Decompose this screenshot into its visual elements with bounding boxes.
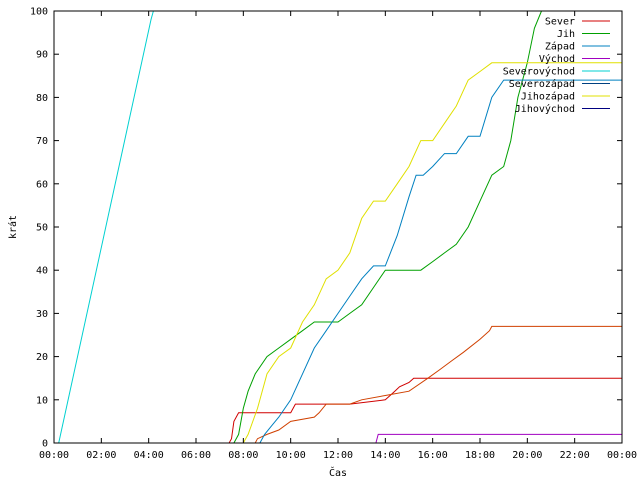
legend-label: Sever [545,17,575,28]
y-tick-label: 0 [42,439,48,450]
x-tick-label: 08:00 [228,450,258,461]
series-line-sever [54,325,622,444]
legend-label: Západ [545,41,575,53]
legend-label: Jihovýchod [515,103,575,115]
x-tick-label: 00:00 [39,450,69,461]
x-tick-label: 02:00 [86,450,116,461]
x-tick-label: 04:00 [134,450,164,461]
x-tick-label: 22:00 [560,450,590,461]
x-tick-label: 16:00 [418,450,448,461]
x-tick-label: 20:00 [512,450,542,461]
y-tick-label: 90 [36,50,48,61]
y-tick-label: 60 [36,179,48,190]
legend: SeverJihZápadVýchodSeverovýchodSeverozáp… [503,17,610,115]
legend-label: Severozápad [509,78,575,90]
axis-ticks: 00:00 02:00 04:00 06:00 08:00 10:00 12:00 14:00… [30,7,637,462]
legend-label: Severovýchod [503,66,575,78]
y-tick-label: 100 [30,7,48,18]
legend-label: Východ [539,53,575,65]
y-tick-label: 50 [36,223,48,234]
legend-label: Jihozápad [521,91,575,103]
y-tick-label: 80 [36,93,48,104]
series-line-jihozápad [54,62,622,444]
x-tick-label: 14:00 [370,450,400,461]
y-tick-label: 70 [36,136,48,147]
x-tick-label: 00:00 [607,450,637,461]
y-tick-label: 20 [36,352,48,363]
chart-marks [54,10,622,444]
x-tick-label: 12:00 [323,450,353,461]
series-line-sever [54,377,622,444]
x-tick-label: 06:00 [181,450,211,461]
series-line-západ [54,79,622,444]
y-tick-label: 10 [36,395,48,406]
legend-label: Jih [557,29,575,40]
x-tick-label: 18:00 [465,450,495,461]
x-tick-label: 10:00 [276,450,306,461]
x-axis-label: Čas [329,466,347,479]
y-tick-label: 30 [36,309,48,320]
y-tick-label: 40 [36,266,48,277]
series-line-jih [54,10,542,444]
y-axis-label: krát [7,215,19,239]
